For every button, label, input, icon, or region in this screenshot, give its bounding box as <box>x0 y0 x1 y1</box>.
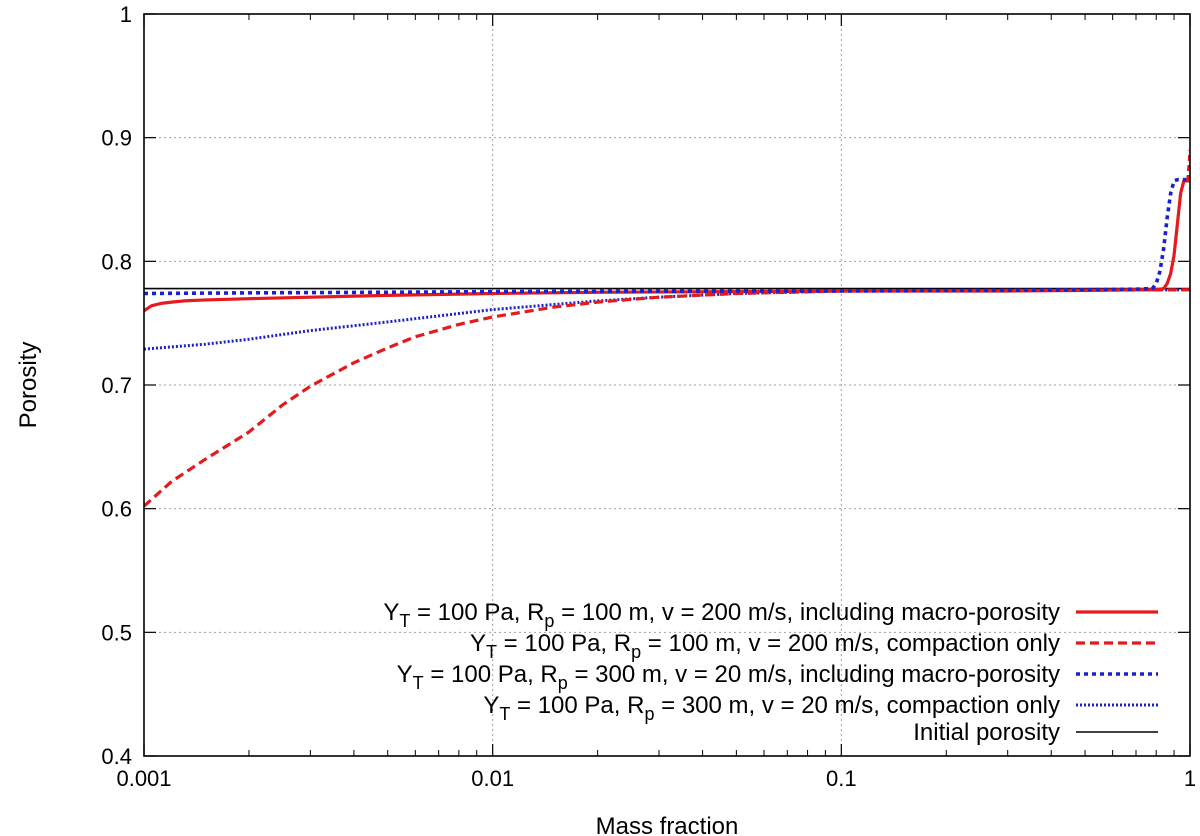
legend: YT = 100 Pa, Rp = 100 m, v = 200 m/s, in… <box>383 599 1158 746</box>
x-tick-label: 0.01 <box>471 766 514 791</box>
legend-label-4: YT = 100 Pa, Rp = 300 m, v = 20 m/s, com… <box>483 692 1060 724</box>
y-tick-label: 0.7 <box>101 373 132 398</box>
legend-label-2: YT = 100 Pa, Rp = 100 m, v = 200 m/s, co… <box>470 630 1060 662</box>
y-tick-label: 0.5 <box>101 620 132 645</box>
y-tick-label: 1 <box>120 2 132 27</box>
legend-label-1: YT = 100 Pa, Rp = 100 m, v = 200 m/s, in… <box>383 599 1060 631</box>
grid <box>144 14 1190 756</box>
y-tick-label: 0.9 <box>101 126 132 151</box>
x-tick-label: 1 <box>1184 766 1196 791</box>
series-lines <box>144 149 1190 508</box>
legend-label-3: YT = 100 Pa, Rp = 300 m, v = 20 m/s, inc… <box>397 661 1060 693</box>
y-tick-label: 0.6 <box>101 497 132 522</box>
legend-label-5: Initial porosity <box>913 719 1060 746</box>
axis-ticks: 0.001 0.01 0.1 1 0.4 0.5 0.6 0.7 0.8 0.9 1 <box>101 2 1196 791</box>
series-line-3 <box>144 177 1190 296</box>
x-axis-label: Mass fraction <box>596 813 739 836</box>
y-tick-label: 0.8 <box>101 249 132 274</box>
y-axis-label: Porosity <box>15 342 42 429</box>
series-line-2 <box>144 288 1190 508</box>
x-tick-label: 0.1 <box>826 766 857 791</box>
x-tick-label: 0.001 <box>116 766 171 791</box>
y-tick-label: 0.4 <box>101 744 132 769</box>
